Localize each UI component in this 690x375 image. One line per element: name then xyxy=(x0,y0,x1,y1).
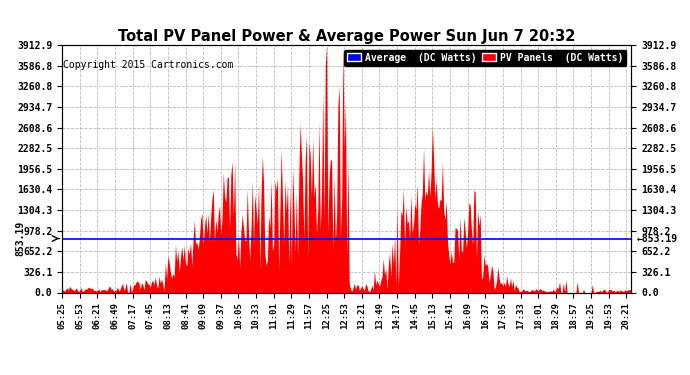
Title: Total PV Panel Power & Average Power Sun Jun 7 20:32: Total PV Panel Power & Average Power Sun… xyxy=(118,29,575,44)
Text: Copyright 2015 Cartronics.com: Copyright 2015 Cartronics.com xyxy=(63,60,234,70)
Text: 853.19: 853.19 xyxy=(15,221,25,256)
Text: ←853.19: ←853.19 xyxy=(637,234,678,243)
Legend: Average  (DC Watts), PV Panels  (DC Watts): Average (DC Watts), PV Panels (DC Watts) xyxy=(344,50,627,66)
